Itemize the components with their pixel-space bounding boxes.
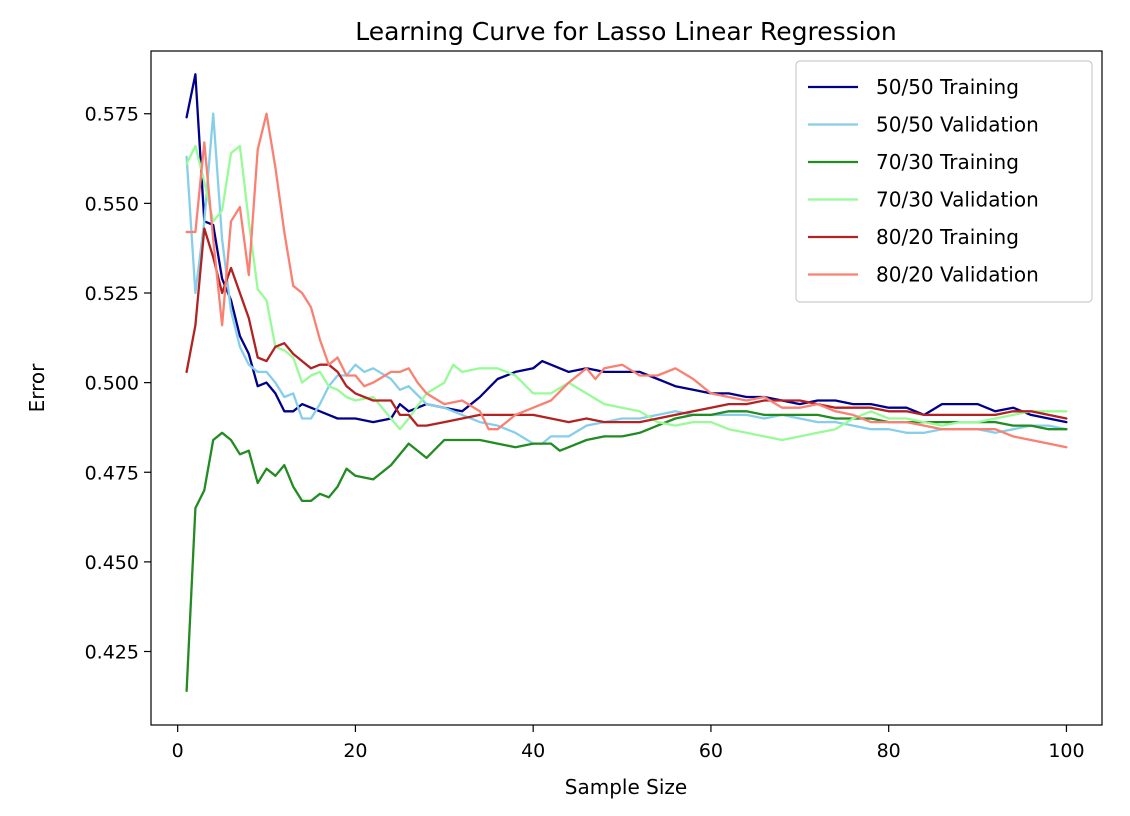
chart-title: Learning Curve for Lasso Linear Regressi… [355, 17, 896, 46]
legend-label: 80/20 Training [876, 225, 1019, 249]
y-tick-label: 0.475 [85, 462, 139, 484]
legend-label: 50/50 Training [876, 75, 1019, 99]
x-tick-label: 80 [877, 740, 901, 762]
y-tick-label: 0.425 [85, 642, 139, 664]
y-axis: 0.425 0.450 0.475 0.500 0.525 0.550 0.575 [85, 104, 151, 664]
legend-label: 70/30 Validation [876, 188, 1039, 212]
y-tick-label: 0.450 [85, 552, 139, 574]
x-tick-label: 100 [1048, 740, 1084, 762]
legend-frame [795, 60, 1093, 303]
y-tick-label: 0.575 [85, 104, 139, 126]
legend-label: 80/20 Validation [876, 263, 1039, 287]
x-tick-label: 0 [172, 740, 184, 762]
plot-series-group [185, 73, 1068, 693]
x-tick-label: 60 [699, 740, 723, 762]
legend-label: 50/50 Validation [876, 113, 1039, 137]
x-tick-label: 20 [343, 740, 367, 762]
x-tick-label: 40 [521, 740, 545, 762]
legend: 50/50 Training 50/50 Validation 70/30 Trai… [795, 60, 1093, 303]
legend-label: 70/30 Training [876, 150, 1019, 174]
series-line-5 [185, 112, 1068, 449]
series-line-0 [185, 73, 1068, 424]
x-axis-title: Sample Size [565, 775, 687, 799]
plot-frame [150, 50, 1103, 726]
series-line-4 [185, 227, 1068, 427]
y-tick-label: 0.500 [85, 373, 139, 395]
y-tick-label: 0.525 [85, 283, 139, 305]
x-axis: 0 20 40 60 80 100 [172, 725, 1085, 762]
y-axis-title: Error [25, 363, 49, 413]
y-tick-label: 0.550 [85, 193, 139, 215]
